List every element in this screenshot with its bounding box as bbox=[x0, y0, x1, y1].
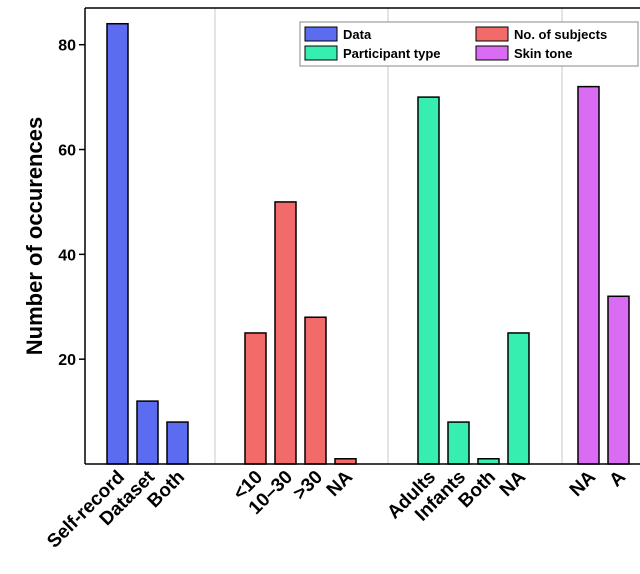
y-tick-label-40: 40 bbox=[58, 247, 76, 264]
bar-3-1 bbox=[607, 295, 630, 465]
bar-2-1 bbox=[447, 421, 470, 465]
bar-2-0 bbox=[417, 96, 440, 465]
legend-box bbox=[299, 21, 639, 67]
legend-swatch-2 bbox=[304, 45, 338, 61]
y-axis-label: Number of occurences bbox=[22, 117, 47, 355]
bar-2-2 bbox=[477, 458, 500, 465]
bar-3-0 bbox=[577, 85, 600, 465]
legend-label-1: No. of subjects bbox=[514, 27, 607, 42]
bar-1-1 bbox=[274, 201, 297, 465]
x-tick-label-1-3: NA bbox=[323, 466, 357, 500]
y-ticks: 20 40 60 80 bbox=[58, 38, 85, 369]
y-tick-label-20: 20 bbox=[58, 352, 76, 369]
y-tick-label-80: 80 bbox=[58, 38, 76, 55]
x-tick-label-3-0: NA bbox=[566, 466, 600, 500]
bar-0-1 bbox=[136, 400, 159, 465]
legend-swatch-3 bbox=[475, 45, 509, 61]
bar-1-2 bbox=[304, 316, 327, 465]
x-tick-label-1-2: >30 bbox=[289, 467, 327, 505]
axes bbox=[84, 7, 640, 465]
legend-label-3: Skin tone bbox=[514, 46, 573, 61]
legend-label-2: Participant type bbox=[343, 46, 441, 61]
legend-swatch-1 bbox=[475, 26, 509, 42]
bar-2-3 bbox=[507, 332, 530, 465]
legend-swatch-0 bbox=[304, 26, 338, 42]
legend: Data No. of subjects Participant type Skin … bbox=[299, 21, 639, 67]
legend-label-0: Data bbox=[343, 27, 372, 42]
bar-0-0 bbox=[106, 22, 129, 465]
x-tick-label-2-3: NA bbox=[496, 466, 530, 500]
bars bbox=[106, 22, 630, 465]
x-tick-label-3-1: A bbox=[605, 466, 630, 491]
bar-1-3 bbox=[334, 458, 357, 465]
group-separators bbox=[214, 8, 563, 464]
bar-0-2 bbox=[166, 421, 189, 465]
y-tick-label-60: 60 bbox=[58, 143, 76, 160]
bar-1-0 bbox=[244, 332, 267, 465]
